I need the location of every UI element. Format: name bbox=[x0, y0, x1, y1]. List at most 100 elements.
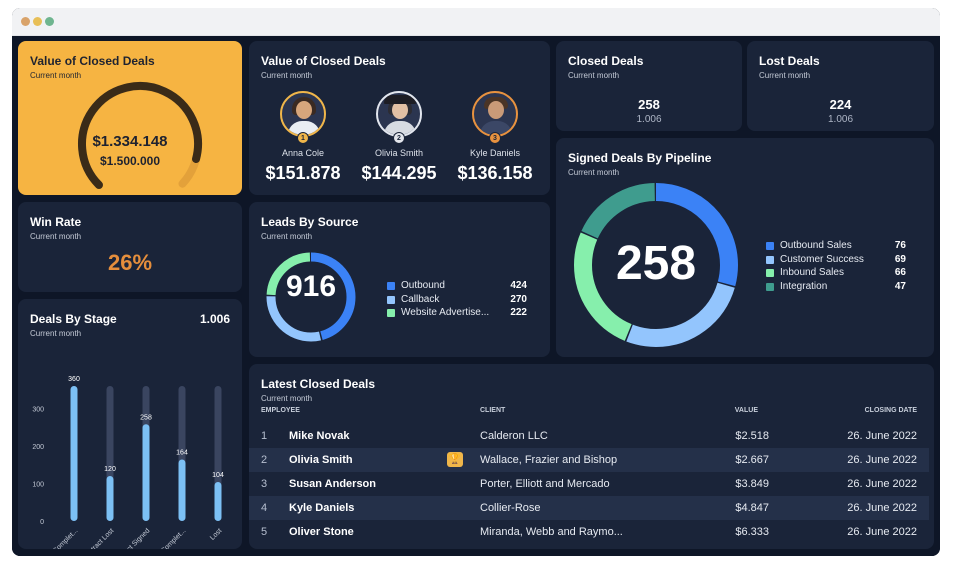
column-header-client[interactable]: CLIENT bbox=[480, 407, 506, 414]
seller-value: $151.878 bbox=[265, 163, 341, 183]
legend-label: Customer Success bbox=[780, 253, 864, 265]
win-rate-card[interactable]: Win Rate Current month 26% bbox=[18, 202, 242, 292]
legend-item: Customer Success 69 bbox=[766, 254, 906, 268]
latest-closed-deals-card[interactable]: Latest Closed Deals Current month EMPLOY… bbox=[249, 364, 934, 549]
gauge-value: $1.334.148 bbox=[92, 133, 168, 150]
gauge-chart bbox=[78, 82, 202, 190]
seller-value: $136.158 bbox=[457, 163, 533, 183]
y-tick-label: 200 bbox=[32, 444, 44, 451]
employee-name: Mike Novak bbox=[289, 430, 350, 442]
card-subtitle: Current month bbox=[568, 168, 620, 177]
seller-2[interactable]: 2 Olivia Smith $144.295 bbox=[351, 91, 447, 184]
closing-date: 26. June 2022 bbox=[847, 478, 917, 490]
legend-item: Callback 270 bbox=[387, 294, 527, 308]
x-tick-label: Contract Signed bbox=[111, 527, 152, 549]
bar[interactable] bbox=[214, 482, 222, 521]
donut-segment[interactable] bbox=[574, 183, 738, 347]
card-subtitle: Current month bbox=[30, 71, 82, 80]
row-number: 4 bbox=[261, 502, 268, 514]
bar-value-label: 164 bbox=[176, 450, 188, 457]
title-bar bbox=[12, 8, 940, 36]
leads-donut-chart bbox=[266, 252, 356, 342]
close-window-button[interactable] bbox=[21, 17, 30, 26]
minimize-window-button[interactable] bbox=[33, 17, 42, 26]
deals-by-stage-bar-chart: 0 100 200 300 360 Auction-Complet... 120 Contra… bbox=[32, 376, 224, 549]
closing-date: 26. June 2022 bbox=[847, 454, 917, 466]
bar[interactable] bbox=[142, 424, 150, 521]
legend-swatch bbox=[387, 282, 395, 290]
legend-swatch bbox=[766, 255, 774, 264]
legend-value: 424 bbox=[510, 280, 527, 291]
employee-name: Olivia Smith bbox=[289, 454, 353, 466]
card-title: Value of Closed Deals bbox=[261, 54, 386, 68]
woman-avatar bbox=[280, 91, 326, 137]
client-name: Miranda, Webb and Raymo... bbox=[480, 526, 623, 538]
closing-date: 26. June 2022 bbox=[847, 502, 917, 514]
bar-value-label: 258 bbox=[140, 414, 152, 421]
bar[interactable] bbox=[106, 476, 114, 521]
client-name: Collier-Rose bbox=[480, 502, 541, 514]
column-header-employee[interactable]: EMPLOYEE bbox=[261, 407, 300, 414]
row-number: 3 bbox=[261, 478, 268, 490]
deal-value: $2.518 bbox=[735, 430, 769, 442]
card-subtitle: Current month bbox=[759, 71, 811, 80]
bar-value-label: 360 bbox=[68, 376, 80, 383]
dashboard: Value of Closed Deals Current month $1.3… bbox=[12, 36, 940, 556]
legend-value: 76 bbox=[894, 240, 906, 251]
gauge-target: $1.500.000 bbox=[99, 154, 161, 168]
value-gauge-card[interactable]: Value of Closed Deals Current month $1.3… bbox=[18, 41, 242, 195]
legend-item: Integration 47 bbox=[766, 281, 906, 295]
closing-date: 26. June 2022 bbox=[847, 430, 917, 442]
x-tick-label: Auction-Complet... bbox=[34, 527, 80, 549]
rank-badge: 2 bbox=[393, 132, 405, 144]
legend-value: 66 bbox=[894, 267, 906, 278]
employee-name: Oliver Stone bbox=[289, 526, 354, 538]
card-title: Latest Closed Deals bbox=[261, 377, 376, 391]
client-name: Calderon LLC bbox=[480, 430, 548, 442]
legend-label: Inbound Sales bbox=[780, 267, 844, 278]
deal-value: $3.849 bbox=[735, 478, 769, 490]
signed-deals-by-pipeline-card[interactable]: Signed Deals By Pipeline Current month 2… bbox=[556, 138, 934, 357]
leads-legend: Outbound 424 Callback 270 Website Advert… bbox=[387, 280, 527, 321]
closed-deals-target: 1.006 bbox=[636, 114, 662, 125]
browser-window: Value of Closed Deals Current month $1.3… bbox=[12, 8, 940, 556]
maximize-window-button[interactable] bbox=[45, 17, 54, 26]
donut-segment[interactable] bbox=[266, 252, 356, 342]
win-rate-value: 26% bbox=[107, 250, 153, 275]
table-row[interactable]: 3 Susan Anderson Porter, Elliott and Mer… bbox=[249, 472, 929, 496]
employee-name: Kyle Daniels bbox=[289, 502, 355, 514]
bar[interactable] bbox=[178, 459, 186, 522]
card-title: Closed Deals bbox=[568, 54, 644, 68]
lost-deals-card[interactable]: Lost Deals Current month 224 1.006 bbox=[747, 41, 934, 131]
closed-deals-card[interactable]: Closed Deals Current month 258 1.006 bbox=[556, 41, 742, 131]
legend-item: Inbound Sales 66 bbox=[766, 267, 906, 281]
deals-by-stage-card[interactable]: Deals By Stage Current month 1.006 0 100 2… bbox=[18, 299, 242, 549]
woman-hat-avatar bbox=[376, 91, 422, 137]
seller-1[interactable]: 1 Anna Cole $151.878 bbox=[255, 91, 351, 184]
pipeline-legend: Outbound Sales 76 Customer Success 69 In… bbox=[766, 240, 906, 294]
closed-deals-value: 258 bbox=[638, 97, 660, 112]
card-subtitle: Current month bbox=[261, 71, 313, 80]
leads-by-source-card[interactable]: Leads By Source Current month 916 Outbou… bbox=[249, 202, 550, 357]
card-title: Leads By Source bbox=[261, 215, 359, 229]
column-header-value[interactable]: VALUE bbox=[734, 407, 758, 414]
seller-3[interactable]: 3 Kyle Daniels $136.158 bbox=[447, 91, 543, 184]
table-row[interactable]: 5 Oliver Stone Miranda, Webb and Raymo..… bbox=[249, 520, 929, 544]
legend-label: Outbound Sales bbox=[780, 240, 852, 251]
legend-swatch bbox=[387, 309, 395, 317]
top-sellers-card[interactable]: Value of Closed Deals Current month 1 An… bbox=[249, 41, 550, 195]
table-row[interactable]: 1 Mike Novak Calderon LLC $2.518 26. Jun… bbox=[249, 424, 929, 448]
legend-value: 270 bbox=[510, 293, 527, 305]
donut-segment[interactable] bbox=[574, 183, 738, 347]
y-tick-label: 100 bbox=[32, 482, 44, 489]
bar[interactable] bbox=[70, 386, 78, 521]
donut-segment[interactable] bbox=[574, 183, 738, 347]
bar-value-label: 120 bbox=[104, 466, 116, 473]
table-row[interactable]: 2 Olivia Smith 🏆 Wallace, Frazier and Bi… bbox=[249, 448, 929, 472]
table-row[interactable]: 4 Kyle Daniels Collier-Rose $4.847 26. J… bbox=[249, 496, 929, 520]
legend-label: Website Advertise... bbox=[401, 307, 490, 318]
row-number: 2 bbox=[261, 454, 268, 466]
client-name: Porter, Elliott and Mercado bbox=[480, 478, 610, 490]
column-header-closing-date[interactable]: CLOSING DATE bbox=[864, 407, 917, 414]
donut-segment[interactable] bbox=[266, 252, 356, 342]
